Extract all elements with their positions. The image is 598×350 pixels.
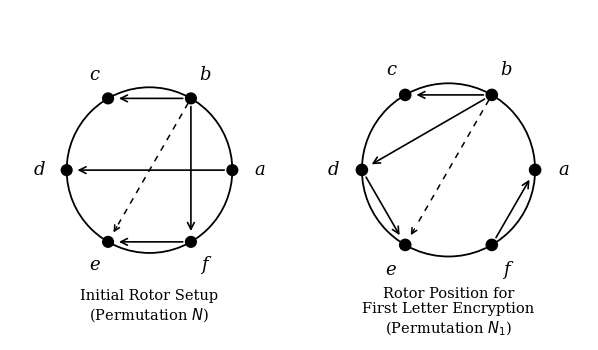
Text: f: f — [503, 261, 509, 279]
Text: (Permutation $N_1$): (Permutation $N_1$) — [385, 320, 512, 338]
Text: a: a — [254, 161, 265, 179]
Text: e: e — [386, 261, 396, 279]
Circle shape — [62, 165, 72, 175]
Text: c: c — [386, 61, 396, 79]
Text: b: b — [199, 66, 210, 84]
Circle shape — [103, 93, 114, 104]
Circle shape — [399, 239, 411, 251]
Circle shape — [356, 164, 368, 175]
Circle shape — [486, 89, 498, 100]
Text: (Permutation $N$): (Permutation $N$) — [90, 307, 209, 324]
Circle shape — [227, 165, 237, 175]
Text: First Letter Encryption: First Letter Encryption — [362, 302, 535, 316]
Text: Initial Rotor Setup: Initial Rotor Setup — [81, 289, 218, 303]
Text: c: c — [89, 66, 99, 84]
Circle shape — [529, 164, 541, 175]
Text: Rotor Position for: Rotor Position for — [383, 287, 514, 301]
Circle shape — [486, 239, 498, 251]
Circle shape — [185, 237, 196, 247]
Circle shape — [185, 93, 196, 104]
Text: a: a — [559, 161, 569, 179]
Text: d: d — [33, 161, 45, 179]
Text: f: f — [202, 257, 208, 274]
Text: e: e — [89, 257, 100, 274]
Circle shape — [399, 89, 411, 100]
Circle shape — [103, 237, 114, 247]
Text: b: b — [501, 61, 512, 79]
Text: d: d — [328, 161, 339, 179]
